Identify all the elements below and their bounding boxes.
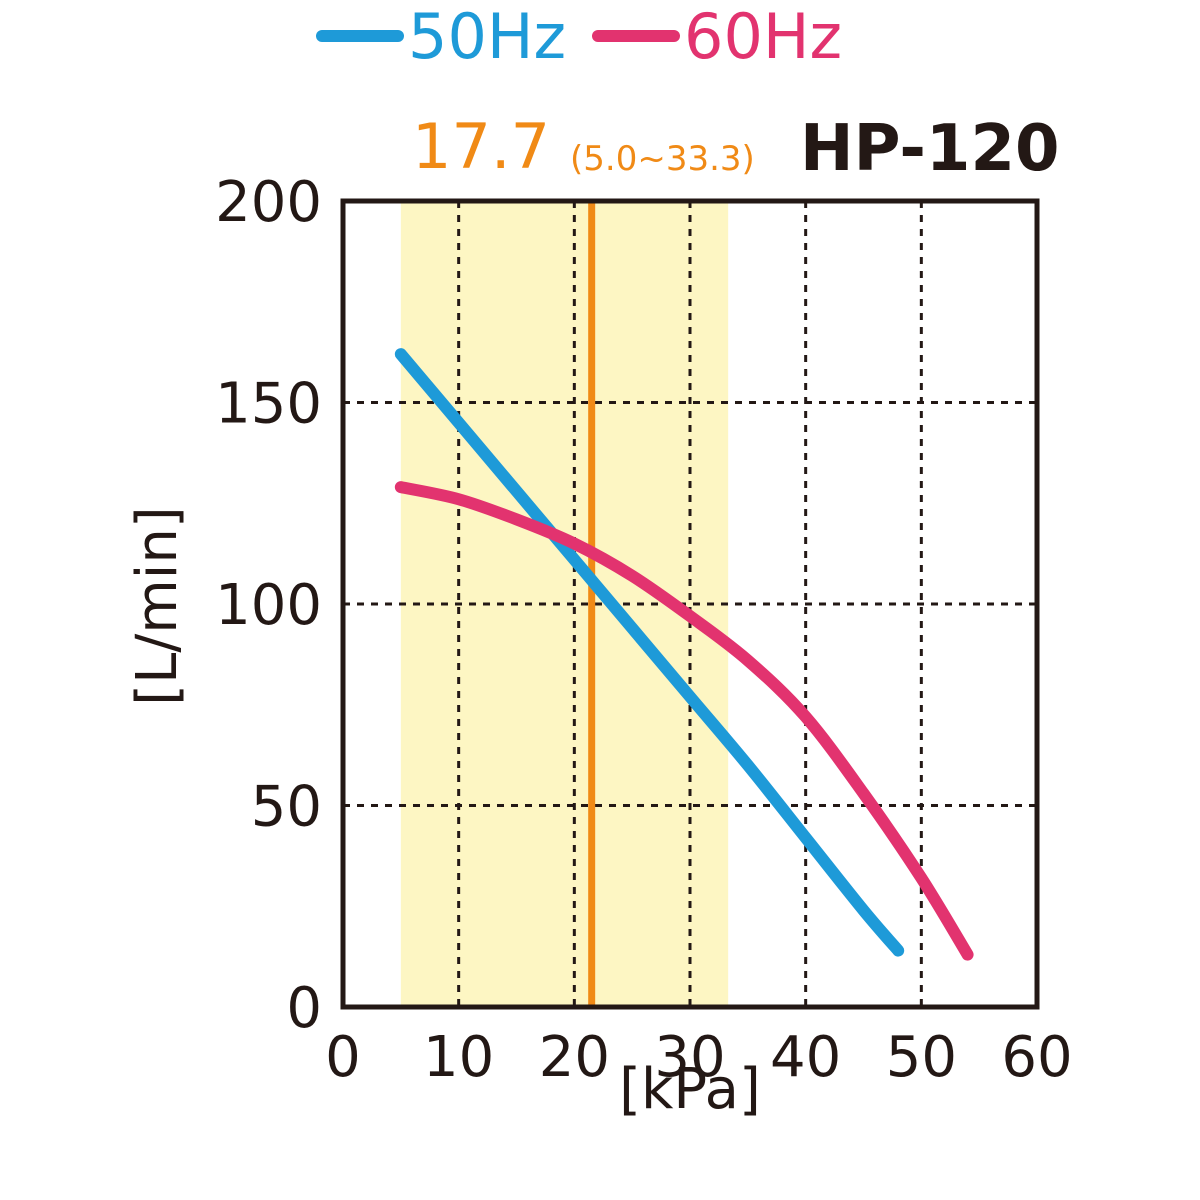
x-tick-label: 50 bbox=[886, 1025, 957, 1090]
y-axis-label: [L/min] bbox=[125, 506, 190, 705]
grid bbox=[343, 201, 1037, 1007]
x-axis-label: [kPa] bbox=[619, 1057, 761, 1122]
legend-60hz-label: 60Hz bbox=[684, 0, 842, 73]
y-tick-label: 150 bbox=[215, 372, 322, 437]
series-lines bbox=[394, 348, 974, 961]
model-title: HP-120 bbox=[800, 112, 1060, 186]
legend-50hz-label: 50Hz bbox=[408, 0, 566, 73]
x-tick-label: 20 bbox=[539, 1025, 610, 1090]
y-tick-label: 0 bbox=[286, 976, 322, 1041]
y-ticks: 0 50 100 150 200 bbox=[215, 170, 322, 1041]
plot-frame bbox=[340, 198, 1040, 1010]
y-tick-label: 50 bbox=[251, 775, 322, 840]
y-tick-label: 100 bbox=[215, 573, 322, 638]
series-line-50hz bbox=[394, 348, 905, 957]
x-tick-label: 60 bbox=[1001, 1025, 1072, 1090]
x-tick-label: 40 bbox=[770, 1025, 841, 1090]
x-tick-label: 10 bbox=[423, 1025, 494, 1090]
x-tick-label: 30 bbox=[654, 1025, 725, 1090]
legend: 50Hz 60Hz bbox=[316, 0, 842, 73]
y-tick-label: 200 bbox=[215, 170, 322, 235]
x-tick-label: 0 bbox=[325, 1025, 361, 1090]
series-line-60hz bbox=[394, 481, 974, 961]
rated-pressure-range: (5.0~33.3) bbox=[570, 139, 755, 179]
rated-pressure-value: 17.7 bbox=[412, 110, 550, 183]
x-ticks: 0 10 20 30 40 50 60 bbox=[325, 1025, 1072, 1090]
